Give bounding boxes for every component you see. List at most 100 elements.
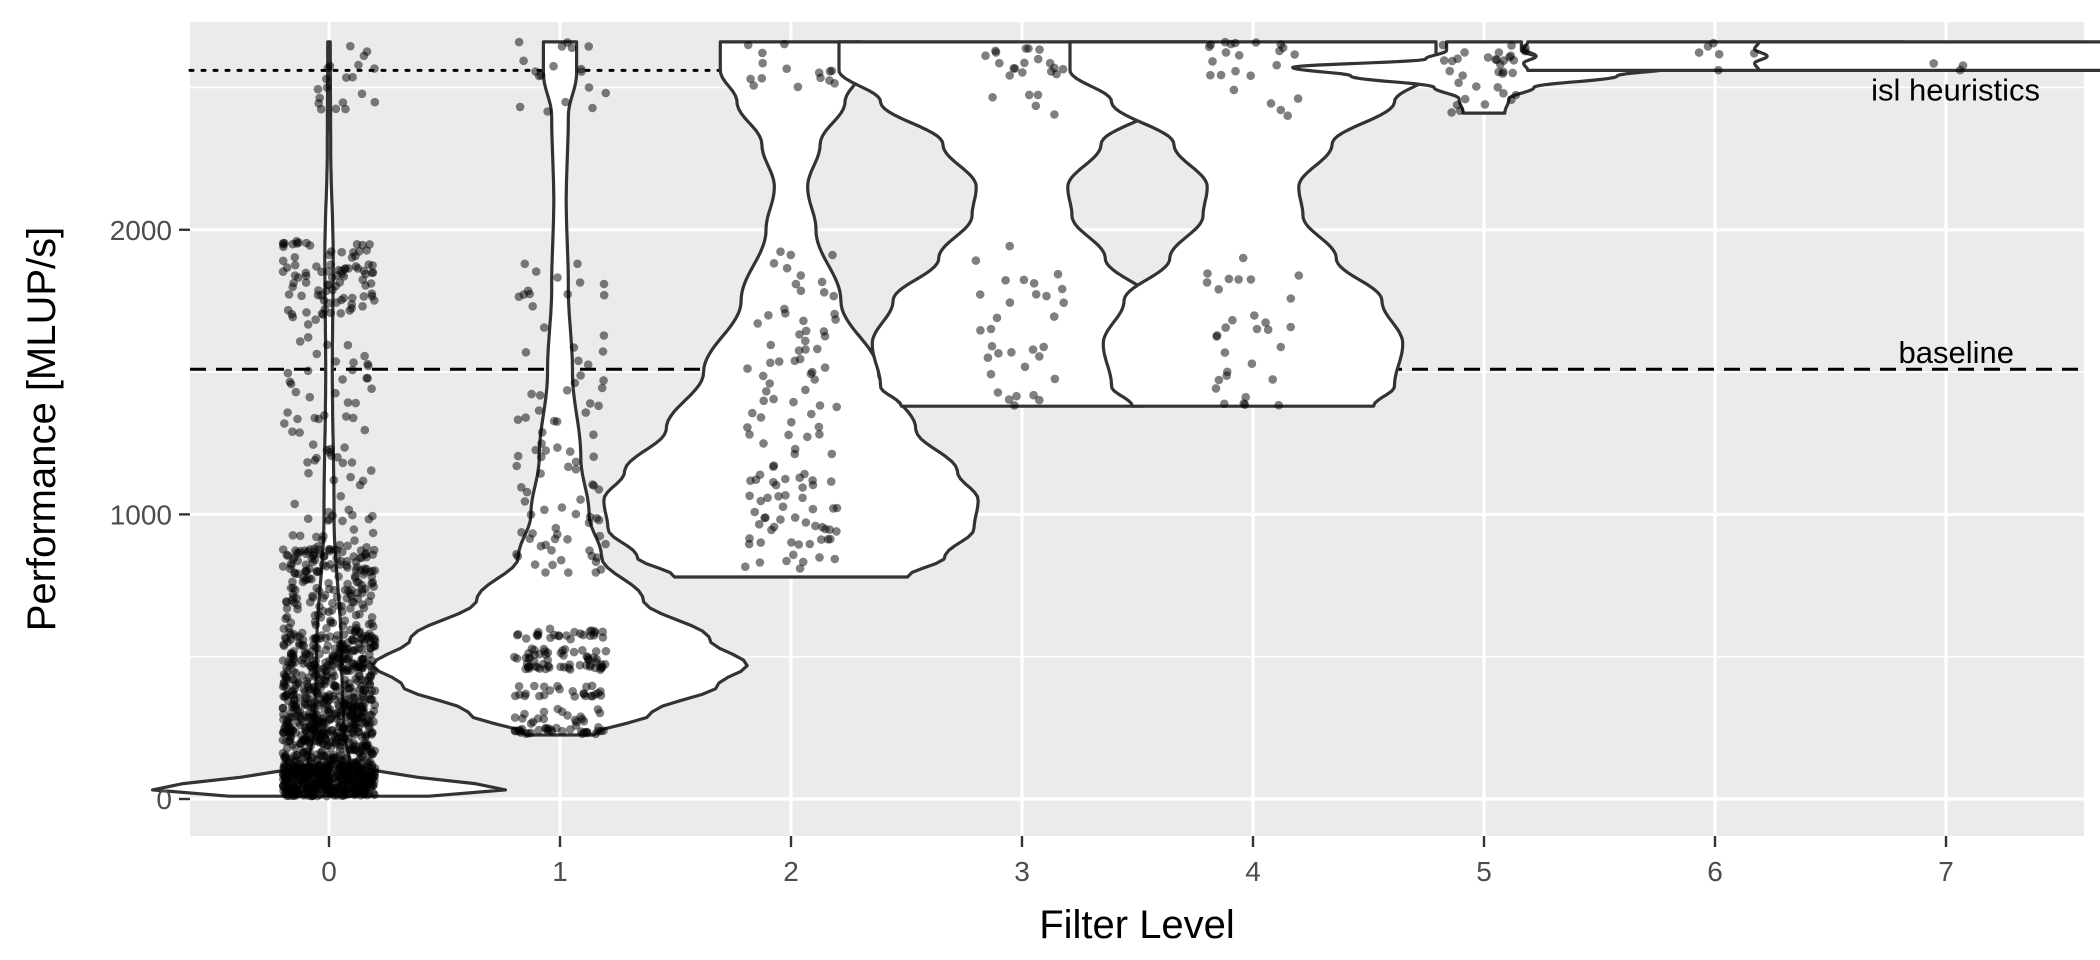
data-point bbox=[594, 401, 603, 411]
data-point bbox=[1057, 284, 1067, 294]
data-point bbox=[545, 663, 554, 672]
jitter-points bbox=[278, 37, 1968, 801]
data-point bbox=[1221, 48, 1231, 57]
data-point bbox=[322, 83, 332, 92]
x-tick-label: 4 bbox=[1245, 856, 1261, 887]
data-point bbox=[808, 480, 818, 490]
data-point bbox=[310, 456, 320, 465]
data-point bbox=[563, 711, 572, 720]
data-point bbox=[598, 347, 608, 356]
data-point bbox=[1028, 345, 1038, 354]
data-point bbox=[357, 89, 367, 99]
data-point bbox=[553, 273, 562, 282]
data-point bbox=[302, 575, 312, 584]
data-point bbox=[332, 592, 342, 602]
data-point bbox=[369, 622, 378, 631]
data-point bbox=[304, 768, 313, 777]
data-point bbox=[302, 700, 312, 710]
data-point bbox=[558, 726, 567, 736]
data-point bbox=[360, 425, 370, 435]
data-point bbox=[1018, 68, 1027, 77]
data-point bbox=[571, 465, 581, 474]
data-point bbox=[535, 664, 545, 673]
data-point bbox=[1286, 294, 1296, 303]
data-point bbox=[288, 650, 298, 659]
data-point bbox=[1001, 276, 1010, 285]
data-point bbox=[301, 736, 311, 745]
data-point bbox=[1203, 269, 1212, 278]
data-point bbox=[820, 331, 830, 341]
data-point bbox=[576, 64, 586, 74]
data-point bbox=[352, 719, 361, 729]
data-point bbox=[513, 451, 523, 461]
data-point bbox=[1005, 241, 1014, 251]
data-point bbox=[346, 683, 355, 692]
data-point bbox=[295, 531, 305, 541]
data-point bbox=[741, 562, 750, 571]
data-point bbox=[370, 64, 379, 73]
data-point bbox=[1231, 38, 1240, 48]
data-point bbox=[1714, 65, 1723, 75]
data-point bbox=[530, 560, 540, 569]
data-point bbox=[353, 676, 362, 686]
data-point bbox=[533, 631, 542, 641]
data-point bbox=[292, 632, 302, 641]
data-point bbox=[570, 627, 579, 637]
data-point bbox=[1483, 53, 1493, 62]
data-point bbox=[577, 727, 586, 736]
data-point bbox=[1266, 99, 1276, 108]
data-point bbox=[591, 690, 600, 699]
data-point bbox=[971, 256, 981, 265]
data-point bbox=[325, 783, 335, 792]
data-point bbox=[337, 247, 347, 257]
data-point bbox=[1494, 48, 1504, 57]
data-point bbox=[325, 61, 335, 71]
data-point bbox=[288, 427, 297, 437]
data-point bbox=[1012, 391, 1021, 401]
data-point bbox=[821, 524, 830, 534]
data-point bbox=[827, 449, 837, 459]
data-point bbox=[1507, 41, 1516, 50]
data-point bbox=[807, 409, 816, 419]
data-point bbox=[307, 759, 317, 769]
data-point bbox=[1251, 38, 1261, 47]
data-point bbox=[801, 326, 811, 336]
data-point bbox=[1033, 90, 1043, 100]
data-point bbox=[1004, 395, 1014, 404]
data-point bbox=[1010, 401, 1019, 410]
data-point bbox=[348, 72, 357, 82]
data-point bbox=[339, 630, 349, 639]
data-point bbox=[355, 754, 365, 763]
data-point bbox=[310, 703, 319, 713]
data-point bbox=[1216, 70, 1226, 80]
data-point bbox=[513, 415, 523, 425]
data-point bbox=[562, 631, 571, 640]
data-point bbox=[317, 780, 327, 790]
data-point bbox=[285, 377, 295, 387]
data-point bbox=[352, 623, 361, 633]
data-point bbox=[301, 268, 311, 278]
data-point bbox=[512, 461, 521, 471]
data-point bbox=[327, 606, 337, 615]
data-point bbox=[1050, 374, 1060, 384]
data-point bbox=[333, 453, 342, 462]
data-point bbox=[541, 723, 550, 733]
data-point bbox=[1447, 108, 1456, 117]
data-point bbox=[769, 522, 779, 532]
data-point bbox=[787, 417, 796, 427]
data-point bbox=[562, 386, 572, 395]
data-point bbox=[325, 755, 335, 764]
data-point bbox=[798, 483, 807, 492]
data-point bbox=[295, 428, 304, 437]
data-point bbox=[981, 51, 990, 60]
data-point bbox=[323, 741, 332, 751]
data-point bbox=[1496, 60, 1505, 69]
data-point bbox=[527, 389, 536, 399]
data-point bbox=[370, 637, 380, 646]
data-point bbox=[578, 630, 588, 640]
data-point bbox=[338, 516, 347, 526]
data-point bbox=[576, 371, 585, 380]
data-point bbox=[564, 462, 573, 472]
data-point bbox=[561, 97, 570, 107]
data-point bbox=[1246, 275, 1256, 284]
